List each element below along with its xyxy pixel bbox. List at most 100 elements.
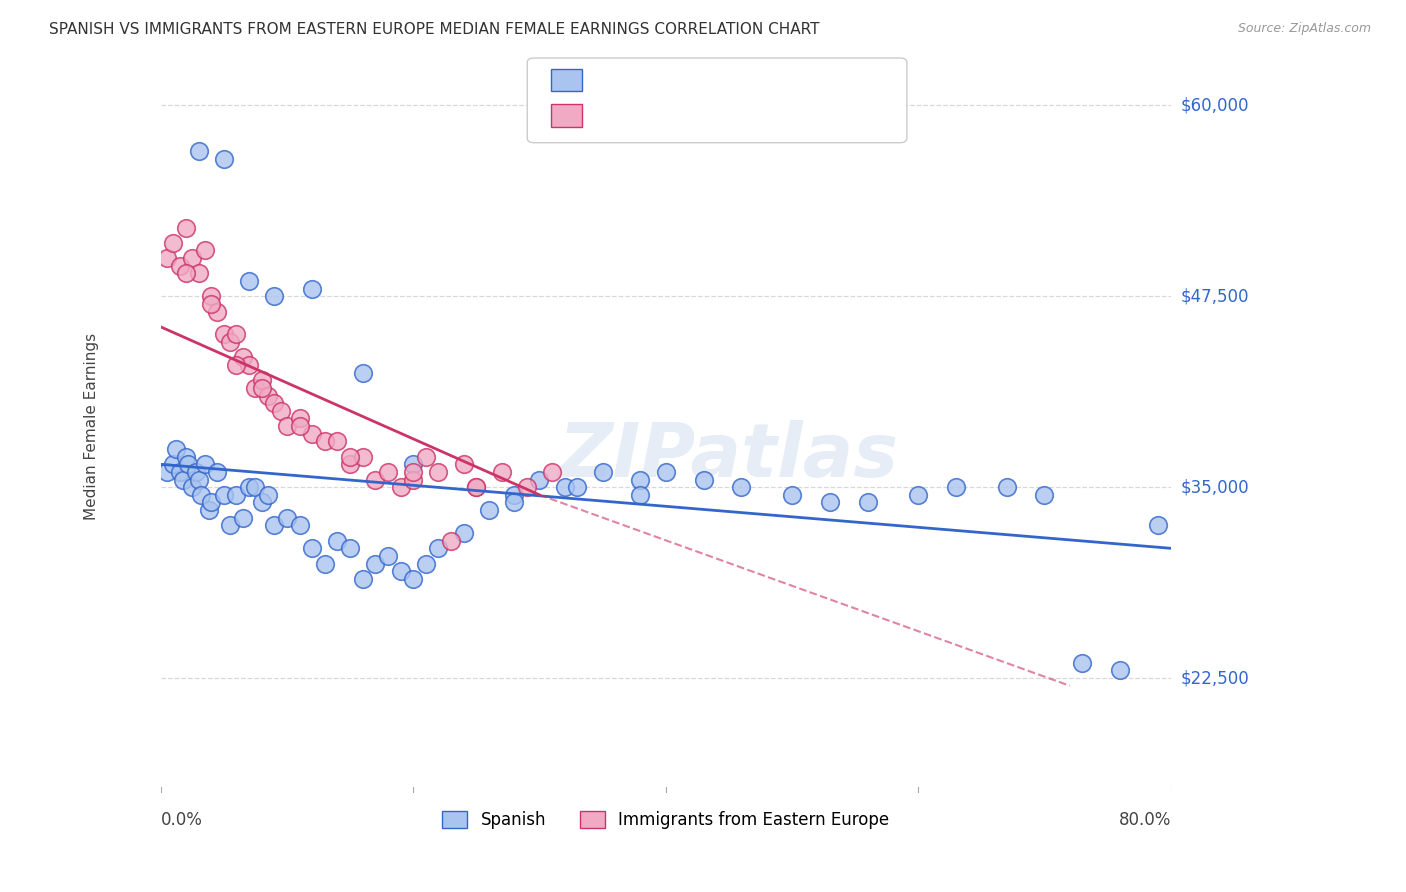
Point [288, 419, 311, 434]
Point [197, 503, 219, 517]
Point [1033, 488, 1056, 502]
Point [245, 381, 267, 395]
Point [453, 526, 475, 541]
Point [174, 267, 197, 281]
Point [238, 358, 260, 372]
Point [780, 488, 803, 502]
Point [212, 327, 235, 342]
Point [165, 442, 187, 456]
Point [427, 541, 450, 556]
Point [630, 488, 652, 502]
Text: 0.0%: 0.0% [160, 811, 202, 829]
Point [402, 473, 425, 487]
Point [402, 572, 425, 586]
Point [212, 488, 235, 502]
Point [174, 220, 197, 235]
Point [567, 480, 589, 494]
Point [194, 244, 217, 258]
Point [177, 458, 200, 472]
Text: R =  -0.437    N = 46: R = -0.437 N = 46 [595, 107, 804, 125]
Point [276, 419, 298, 434]
Text: ZIPatlas: ZIPatlas [558, 420, 898, 493]
Point [225, 358, 247, 372]
Point [257, 488, 280, 502]
Point [377, 465, 399, 479]
Text: $47,500: $47,500 [1181, 287, 1250, 305]
Point [207, 304, 229, 318]
Point [187, 473, 209, 487]
Point [156, 251, 179, 265]
Text: $22,500: $22,500 [1181, 669, 1250, 687]
Point [219, 518, 242, 533]
Point [225, 327, 247, 342]
Point [440, 533, 463, 548]
Point [301, 426, 323, 441]
Point [212, 152, 235, 166]
Point [516, 480, 538, 494]
Point [503, 488, 526, 502]
Point [592, 465, 614, 479]
Point [263, 518, 285, 533]
Point [263, 289, 285, 303]
Point [945, 480, 967, 494]
Point [541, 465, 564, 479]
Point [1147, 518, 1170, 533]
Point [276, 510, 298, 524]
Point [339, 458, 361, 472]
Text: Median Female Earnings: Median Female Earnings [84, 333, 98, 520]
Point [174, 450, 197, 464]
Point [187, 145, 209, 159]
Text: Source: ZipAtlas.com: Source: ZipAtlas.com [1237, 22, 1371, 36]
Point [364, 473, 387, 487]
Point [314, 557, 336, 571]
Point [995, 480, 1018, 494]
Point [1109, 664, 1132, 678]
Point [288, 411, 311, 425]
Point [389, 480, 412, 494]
Point [415, 450, 437, 464]
Point [326, 533, 349, 548]
Point [465, 480, 488, 494]
Point [478, 503, 501, 517]
Point [630, 473, 652, 487]
Point [181, 251, 204, 265]
Point [250, 381, 273, 395]
Point [529, 473, 551, 487]
Point [169, 259, 191, 273]
Point [162, 235, 184, 250]
Legend: Spanish, Immigrants from Eastern Europe: Spanish, Immigrants from Eastern Europe [436, 804, 896, 836]
Point [181, 480, 204, 494]
Point [156, 465, 179, 479]
Point [172, 473, 194, 487]
Point [453, 458, 475, 472]
Point [818, 495, 841, 509]
Text: R =  -0.119    N = 67: R = -0.119 N = 67 [595, 73, 804, 91]
Point [339, 541, 361, 556]
Point [352, 366, 374, 380]
Point [187, 267, 209, 281]
Point [225, 488, 247, 502]
Point [270, 404, 292, 418]
Point [232, 351, 254, 365]
Point [415, 557, 437, 571]
Point [730, 480, 752, 494]
Point [245, 480, 267, 494]
Point [692, 473, 714, 487]
Point [402, 465, 425, 479]
Point [169, 465, 191, 479]
Point [364, 557, 387, 571]
Point [288, 518, 311, 533]
Point [184, 465, 207, 479]
Point [402, 458, 425, 472]
Point [377, 549, 399, 563]
Point [238, 274, 260, 288]
Text: $35,000: $35,000 [1181, 478, 1250, 496]
Point [219, 335, 242, 350]
Point [301, 282, 323, 296]
Point [1071, 656, 1094, 670]
Point [238, 480, 260, 494]
Point [352, 572, 374, 586]
Point [352, 450, 374, 464]
Text: SPANISH VS IMMIGRANTS FROM EASTERN EUROPE MEDIAN FEMALE EARNINGS CORRELATION CHA: SPANISH VS IMMIGRANTS FROM EASTERN EUROP… [49, 22, 820, 37]
Point [907, 488, 929, 502]
